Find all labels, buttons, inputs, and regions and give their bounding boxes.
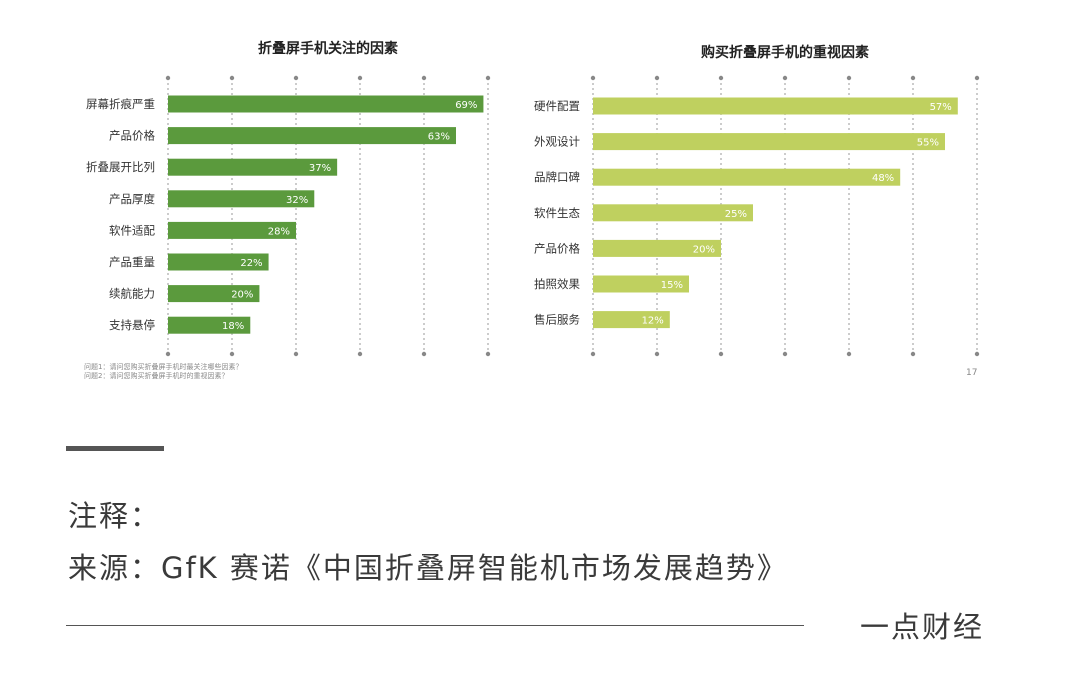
bottom-divider xyxy=(66,625,804,626)
right-category-label: 软件生态 xyxy=(534,206,580,220)
right-bar xyxy=(593,97,958,115)
left-category-label: 屏幕折痕严重 xyxy=(86,97,155,111)
left-bar xyxy=(168,253,269,271)
left-category-label: 产品价格 xyxy=(109,129,155,143)
right-value-label: 55% xyxy=(917,138,939,149)
right-category-label: 拍照效果 xyxy=(534,277,580,291)
right-chart-title: 购买折叠屏手机的重视因素 xyxy=(701,45,869,61)
left-bar xyxy=(168,221,296,239)
left-value-label: 63% xyxy=(428,132,450,143)
right-category-label: 品牌口碑 xyxy=(534,170,580,184)
right-bar xyxy=(593,311,670,329)
charts-canvas: 屏幕折痕严重 69% 产品价格 63% 折叠展开比列 37% 产品厚度 32% 软件适配 28% 产… xyxy=(86,75,980,357)
left-grid-dot-bottom xyxy=(229,351,235,357)
left-grid-dot-top xyxy=(357,75,363,81)
brand-name: 一点财经 xyxy=(860,610,985,644)
left-value-label: 18% xyxy=(222,321,244,332)
left-grid-dot-top xyxy=(485,75,491,81)
right-category-label: 售后服务 xyxy=(534,313,580,327)
right-bar xyxy=(593,239,721,257)
left-bar xyxy=(168,316,251,334)
right-category-label: 外观设计 xyxy=(534,135,580,149)
left-category-label: 续航能力 xyxy=(109,287,155,301)
left-value-label: 37% xyxy=(309,163,331,174)
source-line: 来源：GfK 赛诺《中国折叠屏智能机市场发展趋势》 xyxy=(68,551,788,585)
right-bar xyxy=(593,204,753,222)
right-grid-dot-bottom xyxy=(846,351,852,357)
right-grid-dot-top xyxy=(718,75,724,81)
left-value-label: 28% xyxy=(268,226,290,237)
right-grid-dot-bottom xyxy=(910,351,916,357)
right-grid-dot-bottom xyxy=(590,351,596,357)
right-grid-dot-top xyxy=(782,75,788,81)
left-grid-dot-bottom xyxy=(165,351,171,357)
right-grid-dot-top xyxy=(910,75,916,81)
left-value-label: 22% xyxy=(240,258,262,269)
note-label: 注释： xyxy=(68,499,162,533)
right-bar xyxy=(593,168,901,186)
left-value-label: 20% xyxy=(231,290,253,301)
left-bar xyxy=(168,95,484,113)
left-grid-dot-bottom xyxy=(485,351,491,357)
right-value-label: 57% xyxy=(930,102,952,113)
right-value-label: 20% xyxy=(693,244,715,255)
left-grid-dot-bottom xyxy=(293,351,299,357)
left-category-label: 支持悬停 xyxy=(109,318,155,332)
right-bar xyxy=(593,133,945,151)
left-bar xyxy=(168,285,260,303)
left-chart-title: 折叠屏手机关注的因素 xyxy=(258,41,398,57)
left-value-label: 69% xyxy=(455,100,477,111)
right-value-label: 48% xyxy=(872,173,894,184)
page-number: 17 xyxy=(966,368,978,378)
left-category-label: 产品厚度 xyxy=(109,192,155,206)
left-grid-dot-top xyxy=(165,75,171,81)
footnote-2: 问题2：请问您购买折叠屏手机时的重视因素？ xyxy=(84,372,229,380)
right-grid-dot-top xyxy=(974,75,980,81)
left-grid-dot-bottom xyxy=(421,351,427,357)
left-category-label: 产品重量 xyxy=(109,255,155,269)
right-value-label: 12% xyxy=(642,316,664,327)
footnote-1: 问题1：请问您购买折叠屏手机时最关注哪些因素？ xyxy=(84,363,243,371)
right-bar xyxy=(593,275,689,293)
right-grid-dot-top xyxy=(846,75,852,81)
right-grid-dot-bottom xyxy=(718,351,724,357)
left-grid-dot-bottom xyxy=(357,351,363,357)
right-category-label: 硬件配置 xyxy=(534,99,580,113)
left-grid-dot-top xyxy=(229,75,235,81)
left-value-label: 32% xyxy=(286,195,308,206)
left-category-label: 折叠展开比列 xyxy=(86,160,155,174)
right-grid-dot-top xyxy=(654,75,660,81)
right-grid-dot-bottom xyxy=(782,351,788,357)
right-grid-dot-bottom xyxy=(974,351,980,357)
right-value-label: 15% xyxy=(661,280,683,291)
left-category-label: 软件适配 xyxy=(109,223,155,237)
left-bar xyxy=(168,127,456,145)
right-grid-dot-top xyxy=(590,75,596,81)
left-bar xyxy=(168,158,338,176)
left-bar xyxy=(168,190,315,208)
right-value-label: 25% xyxy=(725,209,747,220)
right-category-label: 产品价格 xyxy=(534,241,580,255)
left-grid-dot-top xyxy=(293,75,299,81)
left-grid-dot-top xyxy=(421,75,427,81)
right-grid-dot-bottom xyxy=(654,351,660,357)
top-divider xyxy=(66,446,164,451)
